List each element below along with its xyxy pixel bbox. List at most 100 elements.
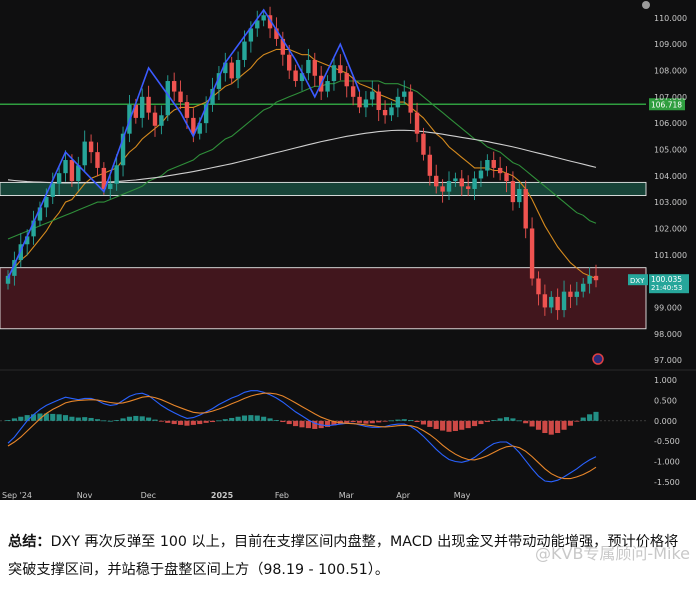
macd-histogram-bar <box>369 420 375 424</box>
macd-histogram-bar <box>503 417 510 421</box>
candle <box>299 73 305 82</box>
macd-tick-label: 1.000 <box>654 376 677 385</box>
level-tag-label-0: 106.718 <box>651 100 682 109</box>
macd-histogram-bar <box>401 419 407 421</box>
candle <box>210 88 215 105</box>
macd-histogram-bar <box>235 416 241 421</box>
macd-histogram-bar <box>82 417 88 421</box>
price-tick-label: 99.000 <box>654 303 682 312</box>
candle <box>363 99 369 108</box>
candle <box>216 73 222 89</box>
price-tick-label: 106.000 <box>654 119 687 128</box>
macd-tick-label: 0.500 <box>654 396 677 405</box>
macd-histogram-bar <box>414 420 420 423</box>
candle <box>491 160 496 168</box>
candle <box>274 28 279 39</box>
candle <box>280 38 286 55</box>
candle <box>171 81 177 92</box>
macd-histogram-bar <box>408 420 414 421</box>
last-price-tag <box>649 274 689 294</box>
macd-histogram-bar <box>478 420 484 425</box>
candle <box>88 141 94 153</box>
macd-histogram-bar <box>126 416 132 421</box>
price-tick-label: 98.000 <box>654 330 682 339</box>
macd-histogram-bar <box>229 417 235 421</box>
candle <box>529 228 535 279</box>
candle <box>69 160 75 182</box>
candle <box>184 102 190 118</box>
macd-histogram-bar <box>280 420 286 423</box>
candle <box>44 196 49 208</box>
summary-text-block: 总结：DXY 再次反弹至 100 以上，目前在支撑区间内盘整，MACD 出现金叉… <box>8 528 688 584</box>
macd-histogram-bar <box>523 420 529 424</box>
settings-icon[interactable] <box>642 1 650 9</box>
symbol-tag-label: DXY <box>630 277 645 285</box>
candle <box>31 220 36 237</box>
macd-histogram-bar <box>248 415 254 421</box>
macd-histogram-bar <box>529 420 535 427</box>
chart-panel[interactable]: 106.718 110.000 109.000 108.000 107.000 106.0… <box>0 0 696 500</box>
candle <box>382 109 388 116</box>
price-and-macd-chart[interactable]: 106.718 110.000 109.000 108.000 107.000 106.0… <box>0 0 696 500</box>
candle <box>338 65 343 74</box>
candle <box>434 175 439 187</box>
macd-histogram-bar <box>56 414 62 421</box>
macd-tick-label: -1.000 <box>654 457 680 466</box>
candle <box>24 236 30 245</box>
x-tick-label: May <box>454 491 471 500</box>
candle <box>325 81 330 92</box>
candle <box>446 181 452 192</box>
candle <box>261 15 266 21</box>
candle <box>421 133 426 155</box>
candle <box>108 183 113 189</box>
candle <box>402 91 407 97</box>
candle <box>12 260 17 276</box>
macd-histogram-bar <box>171 420 177 425</box>
macd-histogram-bar <box>197 420 203 425</box>
candle <box>561 291 567 311</box>
symbol-tag <box>628 274 648 286</box>
candle <box>357 96 362 108</box>
candle <box>248 28 254 42</box>
candle <box>587 275 592 284</box>
macd-histogram-bar <box>133 415 139 421</box>
macd-histogram-bar <box>165 420 171 423</box>
macd-histogram-bar <box>344 420 350 423</box>
candle <box>427 154 433 176</box>
macd-histogram-bar <box>440 420 446 431</box>
macd-histogram-bar <box>11 418 17 421</box>
x-tick-label: Apr <box>396 491 411 500</box>
macd-histogram-bar <box>190 420 196 425</box>
candle <box>408 91 413 113</box>
macd-histogram-bar <box>574 420 580 422</box>
last-price-label: 100.035 <box>651 275 682 284</box>
macd-histogram-bar <box>69 416 75 421</box>
candle <box>395 96 401 108</box>
candle <box>350 86 356 97</box>
candle <box>306 59 311 74</box>
macd-histogram-bar <box>158 420 164 422</box>
candle <box>312 59 317 76</box>
price-tick-label: 101.000 <box>654 251 687 260</box>
macd-histogram-bar <box>548 420 554 435</box>
candle <box>242 41 247 60</box>
macd-histogram-bar <box>312 420 318 429</box>
candle <box>497 167 503 174</box>
macd-histogram-bar <box>388 420 395 422</box>
price-tick-label: 102.000 <box>654 224 687 233</box>
candle <box>197 123 202 134</box>
x-tick-label: Nov <box>77 491 93 500</box>
macd-histogram-bar <box>561 420 567 430</box>
candle <box>255 20 260 29</box>
candle <box>235 59 241 79</box>
watermark: @KVB专属顾问-Mike <box>535 544 690 563</box>
candle <box>459 178 464 187</box>
macd-histogram-bar <box>88 417 94 421</box>
macd-histogram-bar <box>37 413 43 421</box>
macd-histogram-bar <box>587 414 593 421</box>
macd-histogram-bar <box>516 420 522 422</box>
candle <box>478 170 484 179</box>
macd-histogram-bar <box>203 420 209 423</box>
candle <box>114 165 119 184</box>
macd-line <box>7 390 597 483</box>
